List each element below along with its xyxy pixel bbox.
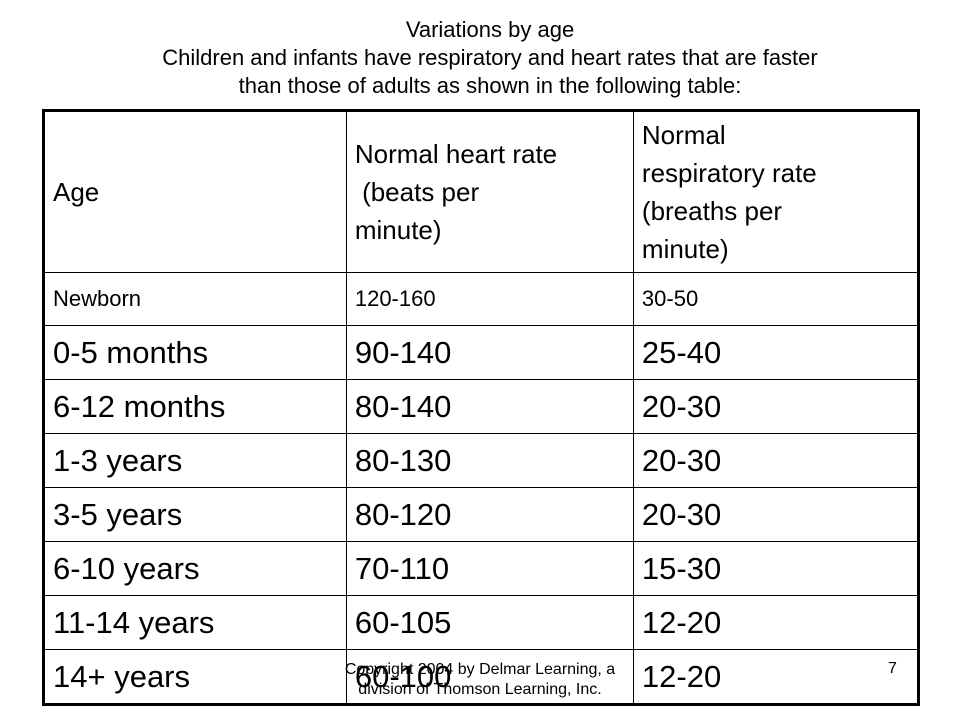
cell-age: 3-5 years xyxy=(43,487,347,542)
cell-respiratory-rate: 15-30 xyxy=(632,541,920,596)
cell-age: 6-10 years xyxy=(43,541,347,596)
header-heart-rate-line: Normal heart rate xyxy=(354,139,558,169)
header-age-line: Age xyxy=(53,177,100,207)
header-respiratory-line: respiratory rate xyxy=(641,158,817,188)
slide-title: Variations by age Children and infants h… xyxy=(60,16,920,100)
cell-heart-rate: 80-140 xyxy=(345,379,634,434)
header-heart-rate-line: minute) xyxy=(354,215,442,245)
header-respiratory-line: (breaths per xyxy=(641,196,783,226)
cell-heart-rate: 80-120 xyxy=(345,487,634,542)
header-heart-rate-line: (beats per xyxy=(354,177,480,207)
table-row: Newborn 120-160 30-50 xyxy=(43,272,920,326)
copyright-notice: Copyright 2004 by Delmar Learning, a div… xyxy=(344,661,616,698)
table-row: 14+ years 60-100 12-20 xyxy=(43,649,920,705)
cell-respiratory-rate: 20-30 xyxy=(632,379,920,434)
cell-respiratory-rate: 20-30 xyxy=(632,433,920,488)
header-respiratory-line: minute) xyxy=(641,234,729,264)
cell-respiratory-rate: 30-50 xyxy=(632,272,920,326)
cell-age: 1-3 years xyxy=(43,433,347,488)
header-age: Age xyxy=(43,110,347,273)
cell-heart-rate: 80-130 xyxy=(345,433,634,488)
cell-heart-rate: 60-105 xyxy=(345,595,634,650)
cell-respiratory-rate: 12-20 xyxy=(632,649,920,705)
table-row: 6-12 months 80-140 20-30 xyxy=(43,379,920,434)
header-respiratory-rate: Normal respiratory rate (breaths per min… xyxy=(632,110,920,273)
cell-heart-rate: 90-140 xyxy=(345,325,634,380)
header-heart-rate: Normal heart rate (beats per minute) xyxy=(345,110,634,273)
cell-age: 14+ years xyxy=(43,649,347,705)
table-row: 6-10 years 70-110 15-30 xyxy=(43,541,920,596)
cell-age: Newborn xyxy=(43,272,347,326)
vital-signs-table: Age Normal heart rate (beats per minute)… xyxy=(42,109,920,706)
header-respiratory-line: Normal xyxy=(641,120,726,150)
cell-respiratory-rate: 12-20 xyxy=(632,595,920,650)
cell-heart-rate: 60-100 xyxy=(345,649,634,705)
title-line-1: Variations by age xyxy=(405,17,575,42)
cell-age: 11-14 years xyxy=(43,595,347,650)
table-header-row: Age Normal heart rate (beats per minute)… xyxy=(43,110,920,273)
table-row: 0-5 months 90-140 25-40 xyxy=(43,325,920,380)
table-row: 1-3 years 80-130 20-30 xyxy=(43,433,920,488)
cell-age: 6-12 months xyxy=(43,379,347,434)
cell-respiratory-rate: 25-40 xyxy=(632,325,920,380)
cell-age: 0-5 months xyxy=(43,325,347,380)
cell-heart-rate: 70-110 xyxy=(345,541,634,596)
title-line-2: Children and infants have respiratory an… xyxy=(162,45,818,70)
table-row: 11-14 years 60-105 12-20 xyxy=(43,595,920,650)
table-row: 3-5 years 80-120 20-30 xyxy=(43,487,920,542)
title-line-3: than those of adults as shown in the fol… xyxy=(238,73,742,98)
page-number: 7 xyxy=(888,660,897,677)
cell-heart-rate: 120-160 xyxy=(345,272,634,326)
cell-respiratory-rate: 20-30 xyxy=(632,487,920,542)
